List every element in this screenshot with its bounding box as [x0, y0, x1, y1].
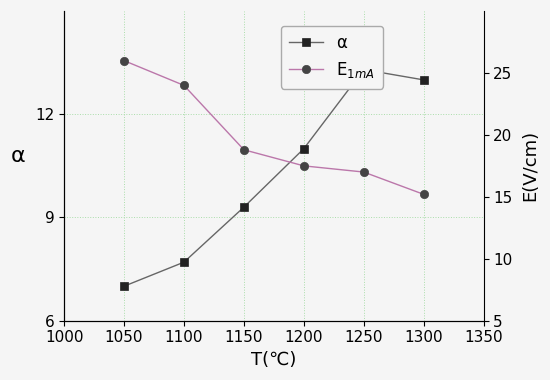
- Y-axis label: α: α: [11, 146, 26, 166]
- Y-axis label: E(V/cm): E(V/cm): [521, 130, 539, 201]
- Legend: α, E$_{1mA}$: α, E$_{1mA}$: [281, 25, 383, 89]
- X-axis label: T(℃): T(℃): [251, 351, 296, 369]
